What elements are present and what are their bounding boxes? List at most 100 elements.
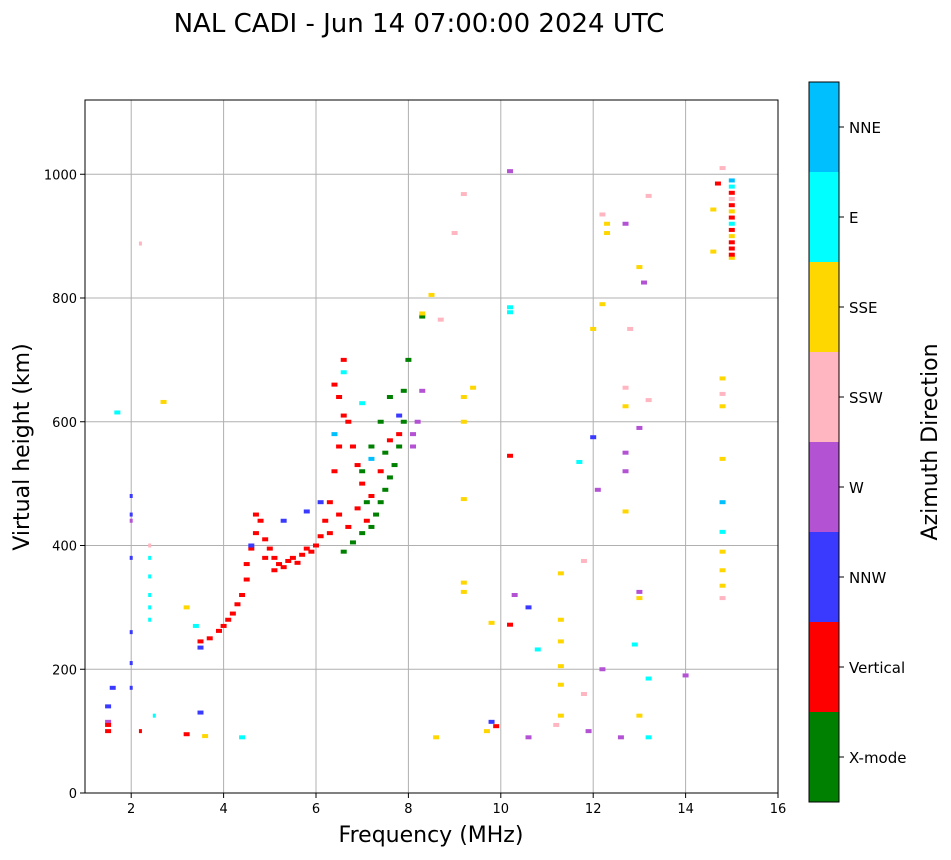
data-point-sse — [557, 682, 564, 687]
data-point-nnw — [396, 413, 403, 418]
data-point-nne — [331, 432, 338, 437]
data-point-sse — [460, 419, 467, 424]
data-point-sse — [728, 234, 735, 239]
data-point-x-mode — [377, 419, 384, 424]
data-point-vertical — [507, 453, 514, 458]
data-point-vertical — [326, 531, 333, 536]
data-point-vertical — [493, 724, 500, 729]
data-point-vertical — [229, 611, 236, 616]
data-point-ssw — [645, 193, 652, 198]
data-point-e — [507, 310, 514, 315]
data-point-vertical — [105, 722, 112, 727]
data-point-x-mode — [368, 444, 375, 449]
data-point-vertical — [728, 215, 735, 220]
data-point-e — [148, 574, 152, 579]
data-point-vertical — [303, 546, 310, 551]
data-point-sse — [599, 302, 606, 307]
data-point-nnw — [590, 435, 597, 440]
data-point-e — [340, 370, 347, 375]
data-point-vertical — [294, 560, 301, 565]
data-point-nnw — [197, 645, 204, 650]
chart-title: NAL CADI - Jun 14 07:00:00 2024 UTC — [174, 9, 665, 39]
data-point-e — [534, 647, 541, 652]
data-point-vertical — [289, 555, 296, 560]
data-point-vertical — [349, 444, 356, 449]
data-point-nne — [728, 178, 735, 183]
data-point-w — [419, 388, 426, 393]
data-point-ssw — [719, 166, 726, 171]
data-point-vertical — [340, 357, 347, 362]
data-point-x-mode — [373, 512, 380, 517]
data-point-w — [594, 487, 601, 492]
data-point-sse — [590, 326, 597, 331]
y-tick-label: 0 — [69, 787, 77, 802]
data-point-ssw — [580, 558, 587, 563]
data-point-sse — [428, 292, 435, 297]
data-point-w — [636, 589, 643, 594]
data-point-ssw — [599, 212, 606, 217]
data-point-vertical — [728, 252, 735, 257]
data-point-sse — [719, 456, 726, 461]
grid — [85, 100, 779, 794]
data-point-vertical — [714, 181, 721, 186]
data-point-vertical — [340, 413, 347, 418]
data-point-x-mode — [340, 549, 347, 554]
data-point-vertical — [105, 729, 112, 734]
data-point-nnw — [129, 512, 133, 517]
data-point-vertical — [206, 636, 213, 641]
colorbar-tick-label: SSE — [849, 299, 878, 317]
data-point-nnw — [129, 555, 133, 560]
data-point-e — [728, 221, 735, 226]
data-point-vertical — [225, 617, 232, 622]
data-point-ssw — [138, 241, 142, 246]
data-point-ssw — [719, 391, 726, 396]
data-point-w — [105, 719, 112, 724]
data-point-ssw — [437, 317, 444, 322]
data-point-sse — [183, 605, 190, 610]
data-point-vertical — [326, 500, 333, 505]
data-point-w — [511, 593, 518, 597]
colorbar-tick-label: Vertical — [849, 659, 905, 677]
data-point-sse — [636, 265, 643, 270]
data-point-sse — [604, 231, 611, 236]
colorbar-tick-label: NNW — [849, 569, 886, 587]
data-point-sse — [460, 395, 467, 399]
colorbar: X-mode Vertical NNW W SSW SSE E NNE — [808, 81, 906, 803]
data-point-vertical — [271, 555, 278, 560]
data-point-vertical — [248, 546, 255, 551]
data-point-sse — [719, 568, 726, 573]
data-point-sse — [728, 255, 735, 260]
data-point-sse — [557, 639, 564, 644]
x-axis-ticks: 2 4 6 8 10 12 14 16 — [127, 793, 786, 817]
data-point-vertical — [262, 537, 269, 542]
data-point-e — [148, 617, 152, 622]
data-point-ssw — [460, 192, 467, 197]
colorbar-segment-ssw — [809, 352, 839, 442]
data-point-ssw — [719, 596, 726, 601]
data-point-vertical — [243, 577, 250, 582]
data-point-sse — [488, 620, 495, 625]
y-tick-label: 600 — [52, 416, 77, 431]
y-tick-label: 200 — [52, 663, 77, 678]
data-point-nnw — [105, 704, 112, 709]
data-point-vertical — [308, 549, 315, 554]
data-point-e — [645, 735, 652, 740]
x-tick-label: 6 — [312, 802, 320, 817]
colorbar-tick-label: X-mode — [849, 749, 906, 767]
data-point-w — [622, 221, 629, 226]
data-point-vertical — [257, 518, 264, 523]
y-tick-label: 1000 — [44, 168, 77, 183]
data-point-vertical — [331, 469, 338, 474]
data-point-e — [148, 555, 152, 560]
colorbar-frame — [808, 81, 840, 803]
data-point-w — [410, 444, 417, 449]
data-point-ssw — [553, 722, 560, 727]
data-point-nnw — [129, 685, 133, 690]
colorbar-tick-label: E — [849, 209, 858, 227]
data-point-ssw — [627, 326, 634, 331]
data-point-sse — [460, 580, 467, 585]
data-point-nnw — [525, 605, 532, 610]
data-point-w — [636, 425, 643, 430]
data-point-vertical — [354, 463, 361, 468]
data-point-x-mode — [359, 531, 366, 536]
